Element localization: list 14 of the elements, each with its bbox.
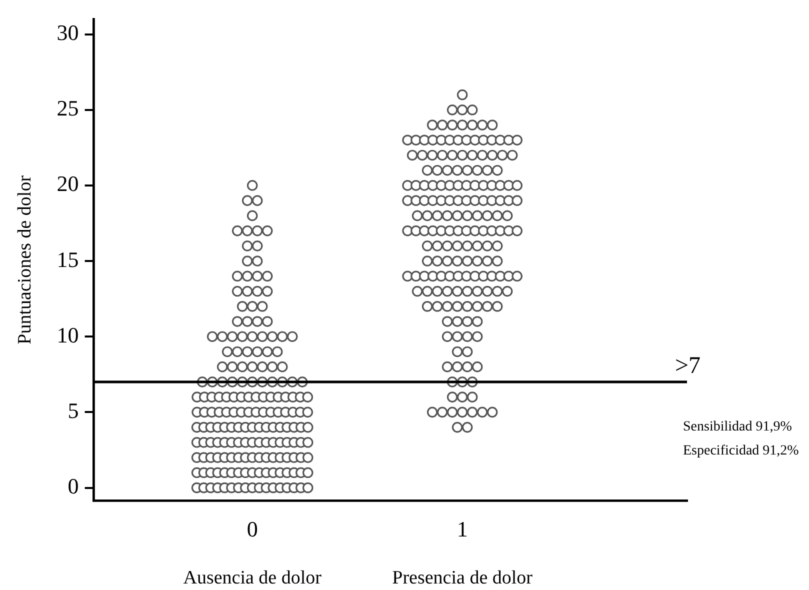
y-tick-label: 20 — [56, 171, 79, 196]
annotation: Sensibilidad 91,9% — [683, 420, 792, 435]
y-tick-label: 30 — [56, 20, 79, 46]
annotation: Especificidad 91,2% — [683, 444, 800, 459]
x-tick-label: 1 — [456, 516, 468, 542]
y-tick-label: 15 — [56, 246, 79, 272]
y-tick-label: 5 — [68, 398, 79, 423]
y-tick-label: 25 — [56, 96, 79, 121]
ref-line-label: >7 — [675, 353, 701, 380]
text: Presencia de dolor — [392, 568, 534, 589]
y-tick-label: 0 — [68, 474, 79, 499]
text: Ausencia de dolor — [183, 568, 322, 589]
y-axis-title: Puntuaciones de dolor — [14, 174, 36, 344]
y-tick-label: 10 — [56, 322, 79, 348]
